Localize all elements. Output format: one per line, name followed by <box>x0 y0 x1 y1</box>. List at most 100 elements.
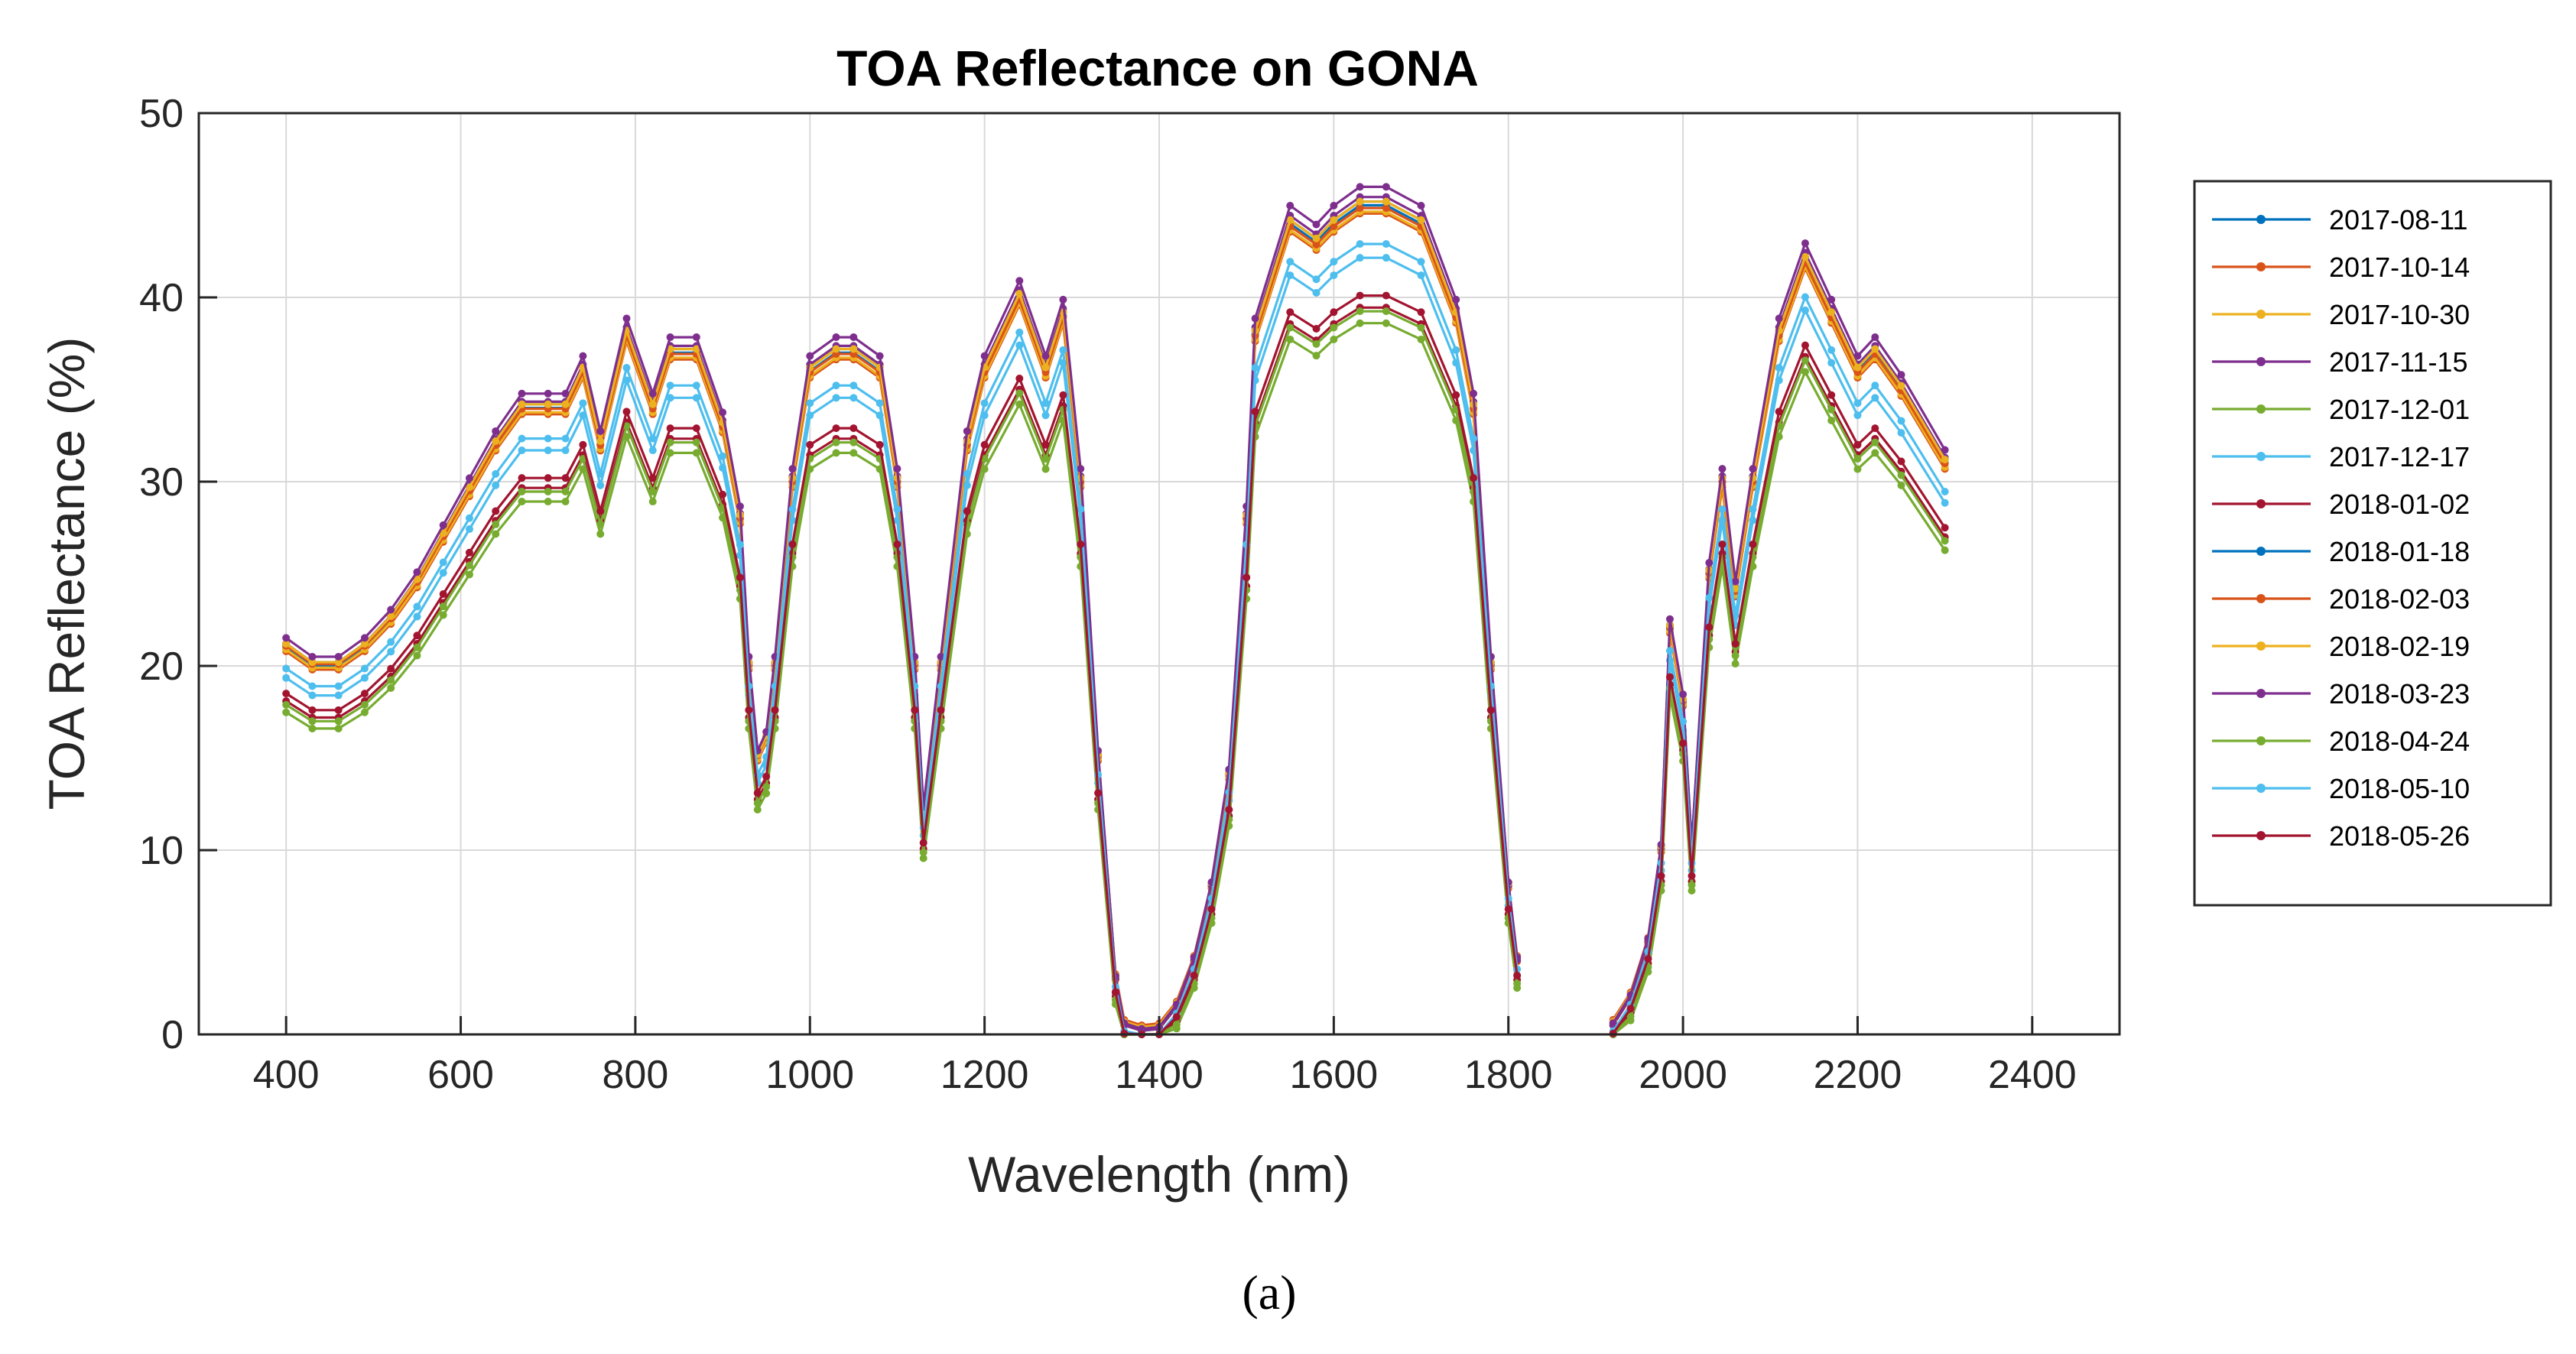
data-point <box>282 708 291 716</box>
data-point <box>1688 872 1696 880</box>
data-point <box>1059 295 1067 304</box>
legend-entry: 2018-02-19 <box>2212 631 2470 662</box>
legend-marker <box>2256 689 2266 698</box>
series-line <box>285 294 1519 1036</box>
data-point <box>561 400 570 408</box>
data-point <box>1801 293 1809 301</box>
data-point <box>849 424 858 433</box>
data-point <box>832 394 840 402</box>
data-point <box>1941 524 1949 532</box>
data-point <box>1749 505 1757 514</box>
legend-marker <box>2256 404 2266 414</box>
data-point <box>518 488 526 496</box>
data-point <box>579 352 587 360</box>
data-point <box>387 612 395 620</box>
data-point <box>832 424 840 433</box>
data-point <box>1827 295 1836 304</box>
data-point <box>1041 363 1050 372</box>
data-point <box>1111 988 1119 996</box>
data-point <box>893 540 901 548</box>
legend-marker <box>2256 262 2266 271</box>
data-point <box>596 469 605 478</box>
data-point <box>360 700 369 709</box>
data-point <box>919 839 927 847</box>
data-point <box>1609 1019 1617 1028</box>
data-point <box>1801 306 1809 314</box>
figure-caption: (a) <box>1242 1265 1296 1320</box>
data-point <box>1827 308 1836 317</box>
data-point <box>1871 438 1879 446</box>
data-point <box>596 507 605 515</box>
data-point <box>1312 234 1320 242</box>
data-point <box>413 575 421 583</box>
legend-label: 2018-02-03 <box>2329 583 2470 615</box>
data-point <box>1941 546 1949 554</box>
data-point <box>648 474 657 482</box>
data-point <box>692 382 700 390</box>
series-2018-02-19 <box>282 197 1949 1031</box>
data-point <box>1827 346 1836 354</box>
legend-label: 2017-10-30 <box>2329 299 2470 330</box>
data-point <box>875 352 884 360</box>
legend-label: 2018-03-23 <box>2329 678 2470 709</box>
data-point <box>963 469 971 478</box>
tick-layer: 400 600 800 1000 1200 1400 1600 1800 2000 2200 240… <box>139 92 2077 1097</box>
data-point <box>413 602 421 611</box>
data-point <box>753 799 762 807</box>
data-point <box>413 643 421 651</box>
data-point <box>719 408 727 417</box>
data-point <box>1356 183 1364 191</box>
data-point <box>1897 371 1905 379</box>
data-point <box>875 399 884 407</box>
data-point <box>1077 465 1085 473</box>
series-line <box>285 322 1519 1036</box>
data-point <box>1330 201 1338 209</box>
series-2017-10-30 <box>282 207 1949 1033</box>
legend-entry: 2017-12-01 <box>2212 394 2470 425</box>
legend-entry: 2018-03-23 <box>2212 678 2470 709</box>
data-point <box>544 488 552 496</box>
data-point <box>1897 481 1905 489</box>
data-point <box>1330 222 1338 230</box>
data-point <box>980 352 989 360</box>
series-2017-11-15 <box>282 193 1949 1035</box>
data-point <box>1827 405 1836 414</box>
data-point <box>544 474 552 482</box>
data-point <box>980 399 989 407</box>
data-point <box>692 438 700 446</box>
data-point <box>1041 411 1050 420</box>
legend-entry: 2017-12-17 <box>2212 441 2470 472</box>
data-point <box>849 394 858 402</box>
series-2018-02-03 <box>282 204 1949 1029</box>
legend-entry: 2018-02-03 <box>2212 583 2470 615</box>
data-point <box>1688 887 1696 895</box>
data-point <box>579 455 587 463</box>
data-point <box>788 540 797 548</box>
data-point <box>544 446 552 455</box>
series-line <box>285 242 1519 1036</box>
data-point <box>1827 416 1836 424</box>
data-point <box>1330 258 1338 266</box>
data-point <box>1015 400 1024 408</box>
data-point <box>1718 505 1727 514</box>
data-point <box>596 481 605 489</box>
data-point <box>1801 356 1809 365</box>
data-point <box>1382 307 1390 316</box>
data-point <box>1827 359 1836 367</box>
data-point <box>518 434 526 443</box>
data-point <box>1827 391 1836 399</box>
data-point <box>492 437 500 445</box>
series-line <box>1612 359 1946 1036</box>
data-point <box>648 389 657 398</box>
data-point <box>1871 333 1879 342</box>
legend-marker <box>2256 499 2266 508</box>
data-point <box>1015 341 1024 349</box>
data-point <box>518 400 526 408</box>
data-point <box>1871 449 1879 457</box>
legend-label: 2018-05-26 <box>2329 820 2470 852</box>
data-point <box>1356 307 1364 316</box>
legend-marker <box>2256 594 2266 603</box>
data-point <box>893 505 901 514</box>
data-point <box>666 424 674 433</box>
data-point <box>736 573 744 582</box>
